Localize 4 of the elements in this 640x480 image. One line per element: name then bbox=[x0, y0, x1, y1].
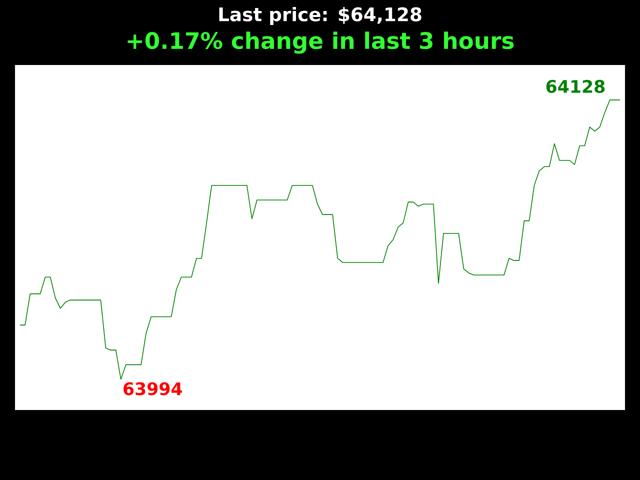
data-label: 63994 bbox=[124, 382, 182, 396]
chart-subtitle: +0.17% change in last 3 hours bbox=[128, 32, 514, 54]
data-label: 64128 bbox=[546, 80, 605, 93]
chart-title: Last price: $64,128 bbox=[219, 6, 422, 26]
